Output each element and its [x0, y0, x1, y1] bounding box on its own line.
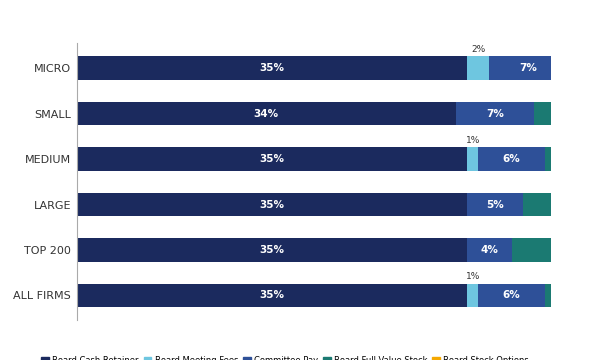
Bar [567, 57, 612, 80]
Text: 7%: 7% [520, 63, 537, 73]
Bar [523, 193, 612, 216]
Bar [467, 147, 478, 171]
Text: 35%: 35% [259, 154, 285, 164]
Bar [467, 57, 490, 80]
Text: 7%: 7% [486, 109, 504, 119]
Text: 34%: 34% [253, 109, 279, 119]
Bar [478, 284, 545, 307]
Bar [512, 238, 612, 262]
Bar [456, 102, 534, 125]
Text: 35%: 35% [259, 245, 285, 255]
Text: 6%: 6% [503, 291, 521, 300]
Legend: Board Cash Retainer, Board Meeting Fees, Committee Pay, Board Full-Value Stock, : Board Cash Retainer, Board Meeting Fees,… [38, 352, 532, 360]
Text: 2%: 2% [471, 45, 485, 54]
Bar [76, 284, 467, 307]
Text: 1%: 1% [466, 272, 480, 281]
Bar [76, 57, 467, 80]
Text: 6%: 6% [503, 154, 521, 164]
Text: 35%: 35% [259, 63, 285, 73]
Bar [76, 238, 467, 262]
Text: 5%: 5% [486, 199, 504, 210]
Bar [76, 102, 456, 125]
Bar [545, 147, 612, 171]
Bar [467, 193, 523, 216]
Text: 4%: 4% [480, 245, 498, 255]
Text: 1%: 1% [466, 136, 480, 145]
Bar [478, 147, 545, 171]
Bar [76, 193, 467, 216]
Bar [490, 57, 567, 80]
Bar [534, 102, 612, 125]
Bar [545, 284, 612, 307]
Text: 35%: 35% [259, 291, 285, 300]
Bar [467, 238, 512, 262]
Text: 35%: 35% [259, 199, 285, 210]
Bar [467, 284, 478, 307]
Bar [76, 147, 467, 171]
